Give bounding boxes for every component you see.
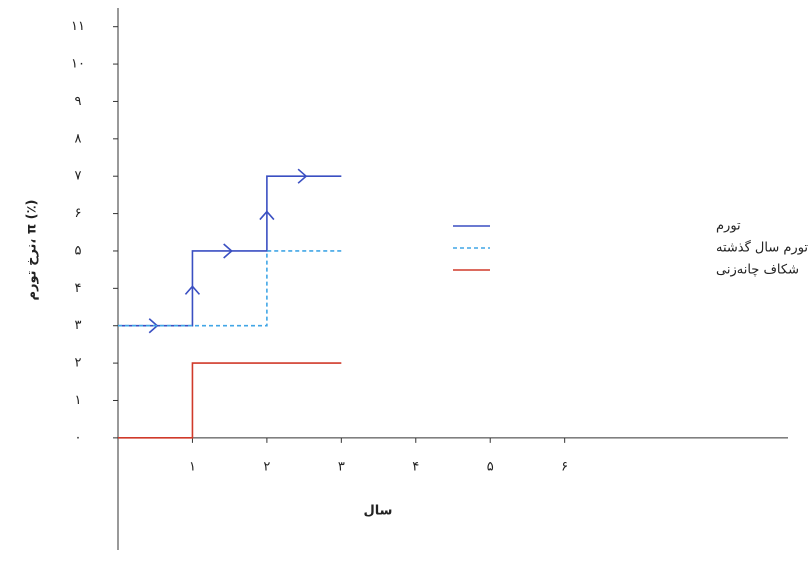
x-tick-label: ۴ (412, 459, 419, 474)
y-tick-label: ۴ (75, 281, 82, 296)
series-line (118, 175, 342, 327)
direction-arrow (184, 285, 201, 295)
x-tick-label: ۲ (263, 459, 270, 474)
x-tick-label: ۱ (189, 459, 196, 474)
legend-label: شکاف چانه‌زنی (716, 263, 799, 278)
y-tick-label: ۱۱ (71, 19, 85, 34)
y-tick-label: ۷ (75, 169, 82, 184)
direction-arrow (223, 243, 233, 259)
legend-label: تورم موردانتظار = تورم سال گذشته (716, 240, 810, 256)
x-tick-label: ۵ (487, 459, 494, 474)
y-tick-label: ۳ (75, 318, 82, 333)
y-tick-label: ۵ (75, 243, 82, 258)
y-axis-label: نرخ تورم، π (٪) (25, 199, 40, 300)
series-line (118, 362, 342, 439)
x-tick-label: ۶ (561, 459, 568, 474)
y-tick-label: ۱ (75, 393, 82, 408)
y-tick-label: ۰ (75, 430, 82, 445)
x-tick-label: ۳ (338, 459, 345, 474)
x-axis-label: سال (364, 504, 393, 519)
y-tick-label: ۲ (75, 356, 82, 371)
series-line (118, 250, 342, 327)
y-tick-label: ۸ (75, 131, 82, 146)
direction-arrow (259, 210, 275, 221)
direction-arrow (297, 168, 308, 184)
direction-arrow (148, 318, 159, 334)
legend-label: تورم (716, 219, 741, 234)
y-tick-label: ۱۰ (71, 57, 85, 72)
y-tick-label: ۶ (75, 206, 82, 221)
y-tick-label: ۹ (75, 94, 82, 109)
